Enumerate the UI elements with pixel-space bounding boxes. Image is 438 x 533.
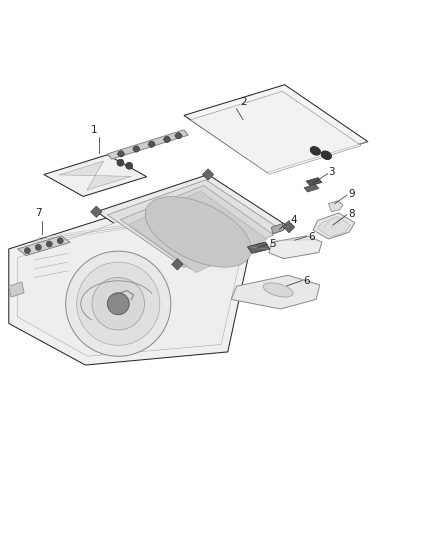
- Circle shape: [107, 293, 129, 314]
- Circle shape: [66, 251, 171, 356]
- Polygon shape: [18, 236, 70, 255]
- Polygon shape: [44, 155, 147, 197]
- Text: 8: 8: [348, 209, 355, 219]
- Circle shape: [92, 278, 145, 330]
- Circle shape: [24, 247, 30, 254]
- Polygon shape: [304, 184, 319, 192]
- Polygon shape: [148, 141, 155, 147]
- Polygon shape: [202, 169, 214, 180]
- Circle shape: [46, 241, 53, 247]
- Text: 6: 6: [308, 232, 314, 242]
- Text: 6: 6: [304, 276, 310, 286]
- Text: 2: 2: [240, 97, 247, 107]
- Polygon shape: [107, 130, 188, 159]
- Polygon shape: [272, 223, 284, 233]
- Polygon shape: [59, 161, 131, 190]
- Polygon shape: [9, 282, 24, 297]
- Polygon shape: [163, 136, 171, 142]
- Polygon shape: [317, 216, 350, 237]
- Ellipse shape: [310, 147, 321, 155]
- Circle shape: [35, 244, 41, 251]
- Polygon shape: [313, 213, 355, 239]
- Polygon shape: [231, 275, 320, 309]
- Polygon shape: [328, 201, 343, 212]
- Polygon shape: [96, 174, 289, 264]
- Polygon shape: [269, 236, 322, 259]
- Circle shape: [126, 162, 133, 169]
- Polygon shape: [9, 199, 252, 365]
- Text: 9: 9: [348, 189, 355, 199]
- Polygon shape: [191, 91, 361, 174]
- Text: 1: 1: [91, 125, 98, 135]
- Circle shape: [117, 159, 124, 166]
- Text: 4: 4: [290, 215, 297, 224]
- Polygon shape: [18, 206, 243, 356]
- Polygon shape: [174, 133, 182, 139]
- Polygon shape: [91, 206, 102, 217]
- Ellipse shape: [263, 283, 293, 297]
- Polygon shape: [120, 185, 274, 269]
- Polygon shape: [132, 146, 140, 152]
- Polygon shape: [306, 177, 322, 186]
- Circle shape: [164, 136, 170, 142]
- Circle shape: [133, 146, 139, 152]
- Circle shape: [118, 151, 124, 157]
- Text: 3: 3: [328, 167, 335, 177]
- Text: 5: 5: [269, 239, 276, 249]
- Polygon shape: [129, 191, 267, 273]
- Circle shape: [57, 238, 63, 244]
- Circle shape: [148, 141, 155, 147]
- Ellipse shape: [145, 197, 251, 267]
- Polygon shape: [184, 85, 368, 172]
- Polygon shape: [107, 180, 283, 268]
- Polygon shape: [117, 151, 125, 157]
- Polygon shape: [247, 242, 270, 253]
- Polygon shape: [172, 259, 183, 270]
- Text: 7: 7: [35, 208, 42, 219]
- Circle shape: [175, 133, 181, 139]
- Circle shape: [77, 262, 160, 345]
- Polygon shape: [283, 221, 295, 233]
- Ellipse shape: [321, 151, 332, 159]
